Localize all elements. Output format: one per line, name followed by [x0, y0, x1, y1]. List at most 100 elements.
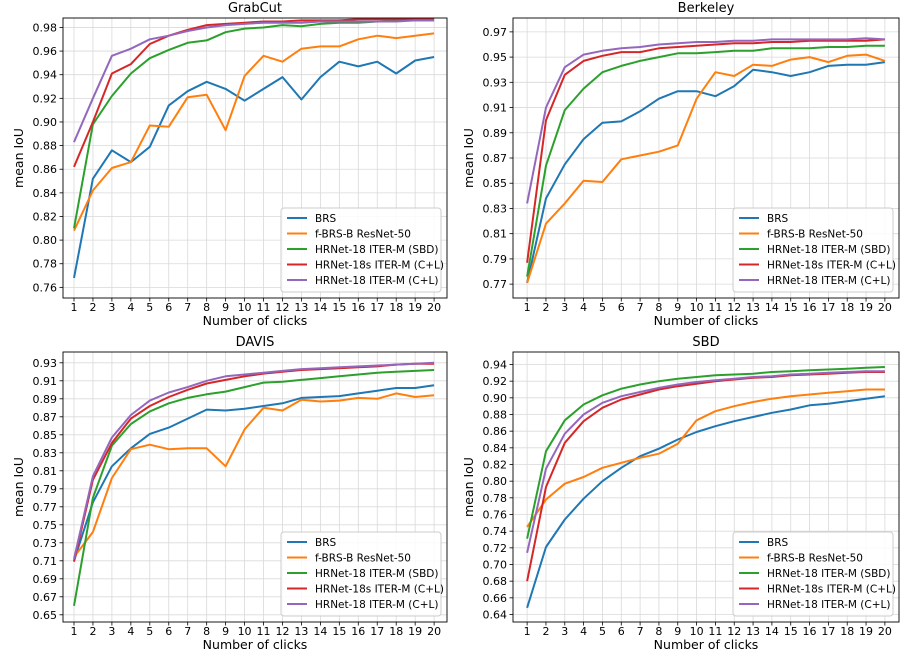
x-tick-label: 16 — [351, 625, 365, 638]
y-tick-label: 0.74 — [483, 525, 508, 538]
y-tick-label: 0.84 — [483, 442, 508, 455]
series-line-1 — [73, 392, 435, 558]
x-tick-label: 8 — [203, 301, 210, 314]
y-axis-label: mean IoU — [461, 457, 476, 517]
y-tick-label: 0.83 — [33, 447, 58, 460]
y-tick-label: 0.85 — [483, 177, 508, 190]
subplot-berkeley: 1 2 3 4 5 6 7 8 9 10 11 12 13 14 15 16 17 18 19 200.770.790… — [461, 1, 900, 328]
x-tick-label: 5 — [599, 301, 606, 314]
x-tick-label: 7 — [637, 625, 644, 638]
y-tick-label: 0.77 — [33, 501, 58, 514]
x-tick-label: 19 — [408, 625, 422, 638]
series-line-0 — [73, 384, 435, 562]
legend-box — [732, 207, 894, 293]
y-tick-label: 0.82 — [483, 459, 508, 472]
legend-label: f-BRS-B ResNet-50 — [767, 553, 863, 565]
axes-frame — [62, 17, 448, 299]
y-tick-label: 0.89 — [483, 127, 508, 140]
subplot-davis: 1 2 3 4 5 6 7 8 9 10 11 12 13 14 15 16 17 18 19 200.650.670… — [11, 335, 448, 652]
x-axis-label: Number of clicks — [203, 637, 308, 652]
legend-label: HRNet-18s ITER-M (C+L) — [767, 584, 896, 596]
x-tick-label: 9 — [674, 625, 681, 638]
x-tick-label: 13 — [746, 625, 760, 638]
legend-item: HRNet-18 ITER-M (C+L) — [739, 275, 890, 287]
x-tick-label: 7 — [637, 301, 644, 314]
x-tick-label: 1 — [70, 301, 77, 314]
x-tick-label: 12 — [727, 625, 741, 638]
x-tick-label: 3 — [561, 301, 568, 314]
subplot-grabcut: 1 2 3 4 5 6 7 8 9 10 11 12 13 14 15 16 17 18 19 200.760.780… — [11, 1, 448, 328]
y-tick-label: 0.96 — [33, 45, 58, 58]
x-axis-label: Number of clicks — [203, 313, 308, 328]
x-tick-label: 9 — [674, 301, 681, 314]
x-tick-label: 13 — [746, 301, 760, 314]
legend: BRS f-BRS-B ResNet-50 HRNet-18 ITER-M (SBD… — [732, 207, 896, 293]
y-tick-label: 0.77 — [483, 278, 508, 291]
y-tick-label: 0.75 — [33, 519, 58, 532]
y-tick-label: 0.81 — [483, 228, 508, 241]
x-tick-label: 8 — [655, 301, 662, 314]
legend-item: HRNet-18s ITER-M (C+L) — [287, 584, 444, 596]
series-line-0 — [73, 56, 435, 279]
legend-item: HRNet-18s ITER-M (C+L) — [287, 260, 444, 272]
y-tick-label: 0.73 — [33, 537, 58, 550]
x-tick-label: 20 — [878, 625, 892, 638]
x-tick-label: 1 — [524, 301, 531, 314]
legend: BRS f-BRS-B ResNet-50 HRNet-18 ITER-M (SBD… — [732, 531, 896, 617]
x-tick-label: 17 — [370, 625, 384, 638]
chart-title: Berkeley — [678, 1, 735, 16]
legend-label: BRS — [315, 213, 336, 225]
x-tick-label: 14 — [313, 625, 327, 638]
x-tick-label: 12 — [727, 301, 741, 314]
legend-item: HRNet-18 ITER-M (C+L) — [739, 599, 890, 611]
y-tick-label: 0.66 — [483, 592, 508, 605]
y-tick-label: 0.78 — [33, 258, 58, 271]
y-tick-label: 0.92 — [483, 375, 508, 388]
y-tick-label: 0.68 — [483, 575, 508, 588]
legend-label: BRS — [767, 537, 788, 549]
x-tick-label: 18 — [389, 301, 403, 314]
y-tick-label: 0.81 — [33, 465, 58, 478]
x-tick-label: 4 — [580, 301, 587, 314]
y-tick-label: 0.84 — [33, 187, 58, 200]
legend-item: BRS — [739, 213, 788, 225]
series-line-4 — [73, 19, 435, 143]
x-tick-label: 6 — [165, 625, 172, 638]
x-tick-label: 15 — [784, 301, 798, 314]
x-tick-label: 4 — [127, 301, 134, 314]
y-tick-label: 0.65 — [33, 609, 58, 622]
x-tick-label: 4 — [580, 625, 587, 638]
axes-frame — [512, 17, 900, 299]
y-tick-label: 0.93 — [33, 357, 58, 370]
series-line-0 — [526, 395, 886, 609]
x-tick-label: 7 — [184, 625, 191, 638]
chart-title: SBD — [692, 335, 719, 350]
y-axis-label: mean IoU — [11, 457, 26, 517]
series-line-1 — [526, 53, 886, 284]
x-tick-label: 20 — [427, 625, 441, 638]
x-tick-label: 6 — [165, 301, 172, 314]
y-tick-label: 0.72 — [483, 542, 508, 555]
legend-item: HRNet-18 ITER-M (SBD) — [739, 244, 890, 256]
x-tick-label: 14 — [313, 301, 327, 314]
legend-label: HRNet-18 ITER-M (SBD) — [767, 244, 890, 256]
legend-item: f-BRS-B ResNet-50 — [739, 553, 863, 565]
x-tick-label: 11 — [708, 625, 722, 638]
chart-title: DAVIS — [236, 335, 275, 350]
y-tick-label: 0.80 — [483, 475, 508, 488]
x-tick-label: 3 — [108, 301, 115, 314]
x-tick-label: 15 — [784, 625, 798, 638]
axes-frame — [512, 351, 900, 623]
x-tick-label: 19 — [859, 625, 873, 638]
x-tick-label: 16 — [351, 301, 365, 314]
legend-item: f-BRS-B ResNet-50 — [287, 553, 411, 565]
x-tick-label: 15 — [332, 625, 346, 638]
x-tick-label: 17 — [821, 625, 835, 638]
x-tick-label: 6 — [618, 625, 625, 638]
y-tick-label: 0.69 — [33, 573, 58, 586]
legend-label: HRNet-18 ITER-M (C+L) — [767, 275, 890, 287]
legend-item: HRNet-18 ITER-M (SBD) — [739, 568, 890, 580]
y-tick-label: 0.78 — [483, 492, 508, 505]
y-tick-label: 0.91 — [33, 375, 58, 388]
legend-item: HRNet-18 ITER-M (SBD) — [287, 244, 438, 256]
